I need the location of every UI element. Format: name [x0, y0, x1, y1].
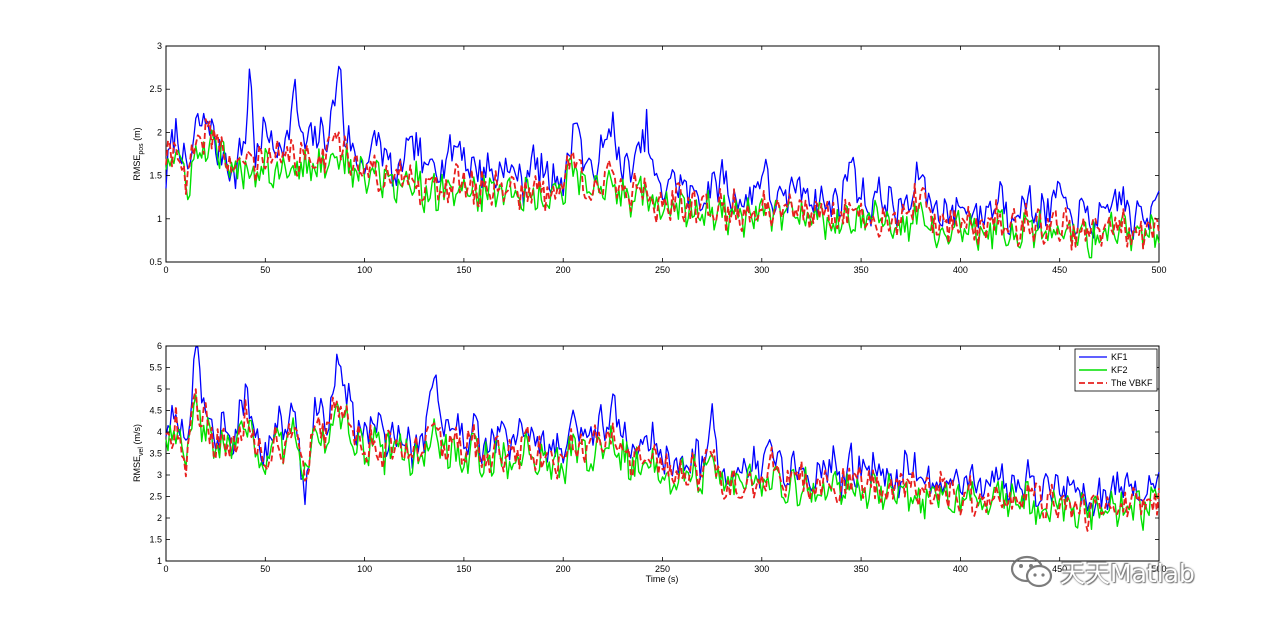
y-axis-label: RMSEvel (m/s)	[132, 424, 145, 482]
y-axis-label-base: RMSE	[132, 456, 142, 482]
y-axis-label: RMSEpos (m)	[132, 127, 145, 180]
x-tick-label: 400	[953, 564, 968, 574]
y-axis-label-base: RMSE	[132, 155, 142, 181]
y-tick-label: 0.5	[149, 257, 162, 267]
plot-area-frame	[165, 345, 1160, 562]
series-line-vbkf	[165, 388, 1160, 532]
series-line-kf2	[165, 394, 1160, 531]
y-axis-label-unit: (m)	[132, 127, 142, 143]
y-tick-label: 1	[157, 214, 162, 224]
x-tick-label: 450	[1052, 265, 1067, 275]
y-tick-label: 5	[157, 384, 162, 394]
x-tick-label: 250	[655, 564, 670, 574]
x-tick-label: 500	[1151, 564, 1166, 574]
x-tick-label: 350	[854, 265, 869, 275]
x-tick-label: 0	[163, 564, 168, 574]
x-tick-label: 150	[456, 265, 471, 275]
watermark-text: 天天Matlab	[1060, 559, 1195, 588]
series-layer	[165, 346, 1160, 532]
y-tick-label: 2	[157, 513, 162, 523]
y-tick-label: 4.5	[149, 406, 162, 416]
legend-label-kf1: KF1	[1111, 352, 1128, 362]
legend-label-vbkf: The VBKF	[1111, 378, 1153, 388]
x-tick-label: 400	[953, 265, 968, 275]
y-tick-label: 2	[157, 127, 162, 137]
watermark: 天天Matlab	[1010, 552, 1195, 592]
series-line-kf1	[165, 65, 1160, 240]
y-tick-label: 1	[157, 556, 162, 566]
x-tick-label: 200	[556, 564, 571, 574]
x-tick-label: 250	[655, 265, 670, 275]
y-tick-label: 1.5	[149, 535, 162, 545]
y-tick-label: 6	[157, 341, 162, 351]
y-tick-label: 1.5	[149, 171, 162, 181]
y-axis-label-sub: vel	[138, 447, 145, 456]
rmse-vel-plot: 0 50 100 150 200 250 300 350 400 450 500 1 1.5 2 2.5 3 3…	[132, 341, 1167, 584]
y-tick-label: 3.5	[149, 449, 162, 459]
y-axis-label-unit: (m/s)	[132, 424, 142, 447]
x-tick-label: 300	[754, 564, 769, 574]
y-tick-label: 3	[157, 470, 162, 480]
y-tick-label: 2.5	[149, 84, 162, 94]
legend-entry-kf1: KF1	[1079, 352, 1128, 362]
x-tick-label: 450	[1052, 564, 1067, 574]
x-tick-label: 0	[163, 265, 168, 275]
legend-label-kf2: KF2	[1111, 365, 1128, 375]
x-tick-label: 150	[456, 564, 471, 574]
series-line-kf1	[165, 346, 1160, 517]
y-tick-label: 4	[157, 427, 162, 437]
rmse-pos-plot: 0 50 100 150 200 250 300 350 400 450 500 0.5 1 1.5 2 2.…	[132, 41, 1167, 275]
x-tick-label: 500	[1151, 265, 1166, 275]
legend-entry-vbkf: The VBKF	[1079, 378, 1153, 388]
y-tick-label: 2.5	[149, 492, 162, 502]
legend: KF1 KF2 The VBKF	[1074, 348, 1158, 392]
x-tick-label: 100	[357, 564, 372, 574]
y-axis-label-sub: pos	[138, 143, 145, 155]
x-tick-label: 50	[260, 564, 270, 574]
x-tick-label: 300	[754, 265, 769, 275]
x-tick-label: 350	[854, 564, 869, 574]
x-tick-label: 50	[260, 265, 270, 275]
series-layer	[165, 65, 1160, 259]
legend-entry-kf2: KF2	[1079, 365, 1128, 375]
x-tick-label: 200	[556, 265, 571, 275]
tick-layer: 0 50 100 150 200 250 300 350 400 450 500 1 1.5 2 2.5 3 3…	[149, 341, 1166, 574]
x-axis-label: Time (s)	[646, 574, 679, 584]
y-tick-label: 5.5	[149, 363, 162, 373]
tick-layer: 0 50 100 150 200 250 300 350 400 450 500 0.5 1 1.5 2 2.…	[149, 41, 1166, 275]
wechat-icon	[1010, 555, 1053, 588]
y-tick-label: 3	[157, 41, 162, 51]
x-tick-label: 100	[357, 265, 372, 275]
